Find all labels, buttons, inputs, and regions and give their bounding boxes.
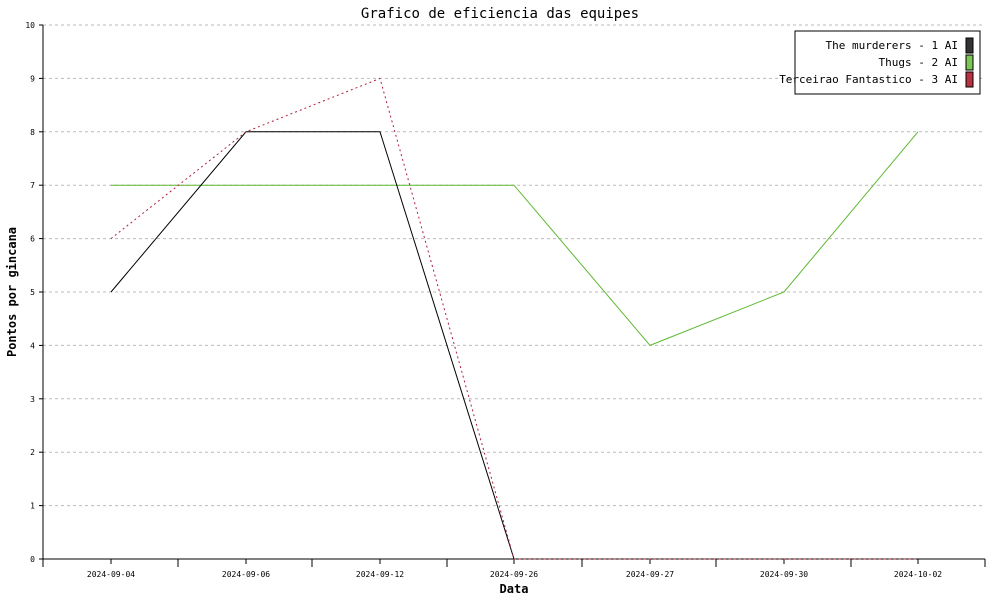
- x-tick-label: 2024-09-30: [760, 570, 808, 579]
- y-tick-label: 9: [30, 74, 35, 83]
- y-tick-label: 2: [30, 448, 35, 457]
- series-line-1: [110, 131, 918, 560]
- series-line-2: [111, 131, 919, 346]
- y-tick-label: 10: [25, 21, 35, 30]
- legend-swatch: [965, 71, 974, 88]
- series-lines: [110, 77, 919, 560]
- x-tick-label: 2024-09-04: [87, 570, 135, 579]
- y-tick-label: 1: [30, 502, 35, 511]
- legend-label: Terceirao Fantastico - 3 AI: [779, 73, 958, 86]
- tick-labels: 0 1 2 3 4 5 6 7 8 9 10 2024-09-04 2024-09-06 2024-09-…: [25, 21, 942, 579]
- chart-title: Grafico de eficiencia das equipes: [361, 6, 639, 22]
- y-tick-label: 3: [30, 395, 35, 404]
- y-tick-label: 5: [30, 288, 35, 297]
- x-tick-label: 2024-09-12: [356, 570, 404, 579]
- grid-lines: [43, 24, 985, 507]
- y-axis-label: Pontos por gincana: [5, 227, 19, 357]
- legend-box: [794, 30, 981, 95]
- y-tick-label: 6: [30, 235, 35, 244]
- x-tick-label: 2024-09-06: [222, 570, 270, 579]
- legend-swatch: [965, 54, 974, 71]
- legend-swatch: [965, 37, 974, 54]
- axes: [39, 24, 986, 567]
- series-line-3: [110, 77, 918, 560]
- x-tick-label: 2024-10-02: [894, 570, 942, 579]
- x-tick-label: 2024-09-27: [626, 570, 674, 579]
- y-tick-label: 7: [30, 181, 35, 190]
- legend: The murderers - 1 AI Thugs - 2 AI Terceira…: [779, 30, 981, 95]
- y-tick-label: 4: [30, 341, 35, 350]
- x-tick-label: 2024-09-26: [490, 570, 538, 579]
- legend-label: Thugs - 2 AI: [879, 56, 958, 69]
- x-axis-label: Data: [500, 582, 529, 596]
- y-tick-label: 8: [30, 128, 35, 137]
- y-tick-label: 0: [30, 555, 35, 564]
- legend-label: The murderers - 1 AI: [826, 39, 958, 52]
